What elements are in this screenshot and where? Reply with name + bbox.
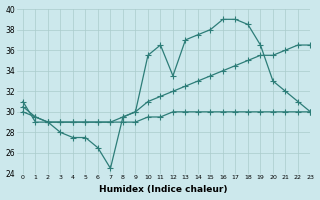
X-axis label: Humidex (Indice chaleur): Humidex (Indice chaleur) — [99, 185, 228, 194]
